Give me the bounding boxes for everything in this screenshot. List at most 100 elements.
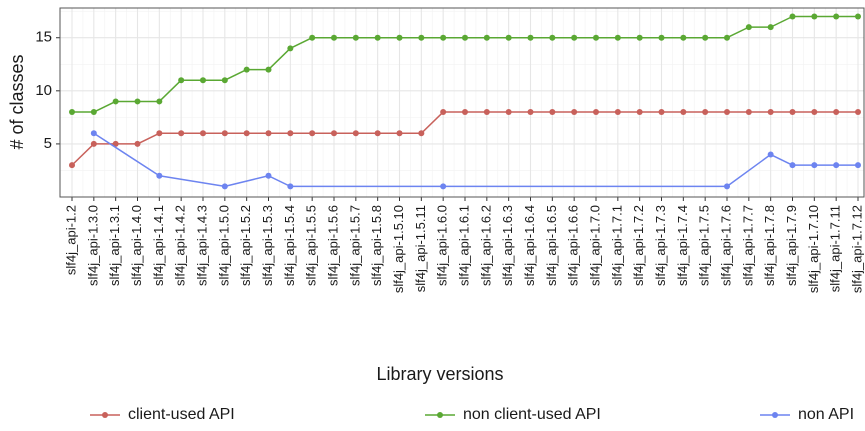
x-tick-label: slf4j_api-1.6.5 xyxy=(544,205,559,286)
x-tick-label: slf4j_api-1.7.6 xyxy=(718,205,733,286)
x-tick-label: slf4j_api-1.5.3 xyxy=(260,205,275,286)
data-point xyxy=(331,130,337,137)
data-point xyxy=(112,140,119,147)
data-point xyxy=(811,162,818,169)
data-point xyxy=(636,109,643,116)
x-tick-label: slf4j_api-1.7.9 xyxy=(784,205,799,286)
series-line-segment xyxy=(158,79,182,102)
data-point xyxy=(352,34,359,41)
data-point xyxy=(505,34,512,41)
data-point xyxy=(200,77,206,84)
x-tick-label: slf4j_api-1.5.6 xyxy=(325,205,340,286)
x-tick-label: slf4j_api-1.6.6 xyxy=(566,205,581,286)
x-tick-label: slf4j_api-1.6.3 xyxy=(500,205,515,286)
data-point xyxy=(243,130,250,137)
x-tick-label: slf4j_api-1.5.2 xyxy=(238,205,253,286)
data-point xyxy=(69,162,75,169)
data-point xyxy=(855,162,861,169)
data-point xyxy=(593,34,599,41)
data-point xyxy=(767,151,774,158)
data-point xyxy=(440,183,447,190)
series-line-segment xyxy=(93,100,116,113)
legend-text: non API xyxy=(798,406,854,423)
x-tick-label: slf4j_api-1.7.12 xyxy=(849,205,864,293)
data-point xyxy=(178,130,185,137)
series-line-segment xyxy=(159,175,225,188)
data-point xyxy=(90,140,97,147)
data-point xyxy=(833,109,840,116)
x-axis-title: Library versions xyxy=(376,364,503,384)
data-point xyxy=(483,109,490,116)
data-point xyxy=(767,109,774,116)
x-tick-label: slf4j_api-1.5.11 xyxy=(413,205,428,292)
x-tick-label: slf4j_api-1.4.1 xyxy=(151,205,166,286)
x-tick-label: slf4j_api-1.6.0 xyxy=(435,205,450,286)
series-line-segment xyxy=(93,132,160,177)
x-tick-label: slf4j_api-1.2 xyxy=(63,205,78,275)
data-point xyxy=(549,34,556,41)
legend-marker xyxy=(772,412,778,418)
x-tick-label: slf4j_api-1.3.0 xyxy=(85,205,100,286)
data-point xyxy=(221,77,228,84)
x-tick-label: slf4j_api-1.7.5 xyxy=(697,205,712,286)
data-point xyxy=(789,109,796,116)
data-point xyxy=(680,34,687,41)
data-point xyxy=(767,24,774,31)
x-tick-label: slf4j_api-1.5.10 xyxy=(391,205,406,293)
data-point xyxy=(571,109,578,116)
x-tick-label: slf4j_api-1.7.1 xyxy=(609,205,624,286)
plot-panel xyxy=(60,8,864,197)
series-line-segment xyxy=(71,143,95,166)
x-tick-label: slf4j_api-1.7.2 xyxy=(631,205,646,286)
series-line-segment xyxy=(224,175,269,188)
data-point xyxy=(440,34,447,41)
data-point xyxy=(265,130,272,137)
legend-marker xyxy=(102,412,108,418)
series-line-segment xyxy=(224,68,247,81)
legend-marker xyxy=(437,412,443,418)
data-point xyxy=(134,98,141,105)
data-point xyxy=(658,34,665,41)
series-line-segment xyxy=(268,175,291,188)
x-tick-label: slf4j_api-1.5.8 xyxy=(369,205,384,286)
data-point xyxy=(527,109,534,116)
series-line-segment xyxy=(726,153,772,187)
data-point xyxy=(90,109,97,116)
data-point xyxy=(833,162,840,169)
data-point xyxy=(309,34,316,41)
data-point xyxy=(702,34,709,41)
data-point xyxy=(440,109,447,116)
data-point xyxy=(724,34,730,41)
data-point xyxy=(614,109,621,116)
data-point xyxy=(265,172,272,179)
x-tick-label: slf4j_api-1.4.3 xyxy=(194,205,209,286)
data-point xyxy=(658,109,665,116)
data-point xyxy=(331,34,337,41)
data-point xyxy=(636,34,643,41)
x-tick-label: slf4j_api-1.7.7 xyxy=(740,205,755,286)
data-point xyxy=(811,109,818,116)
data-point xyxy=(855,13,861,20)
data-point xyxy=(200,130,206,137)
x-tick-label: slf4j_api-1.4.2 xyxy=(173,205,188,286)
series-line-segment xyxy=(770,153,793,166)
data-point xyxy=(811,13,818,20)
y-axis-title: # of classes xyxy=(7,54,27,149)
y-tick-label: 10 xyxy=(35,82,52,99)
data-point xyxy=(745,24,752,31)
data-point xyxy=(833,13,840,20)
data-point xyxy=(243,66,250,73)
data-point xyxy=(156,98,163,105)
data-point xyxy=(156,172,163,179)
data-point xyxy=(483,34,490,41)
series-line-segment xyxy=(770,15,793,28)
x-tick-label: slf4j_api-1.6.4 xyxy=(522,205,537,286)
data-point xyxy=(287,130,294,137)
data-point xyxy=(571,34,578,41)
data-point xyxy=(69,109,75,116)
data-point xyxy=(287,183,294,190)
data-point xyxy=(855,109,861,116)
data-point xyxy=(680,109,687,116)
data-point xyxy=(745,109,752,116)
